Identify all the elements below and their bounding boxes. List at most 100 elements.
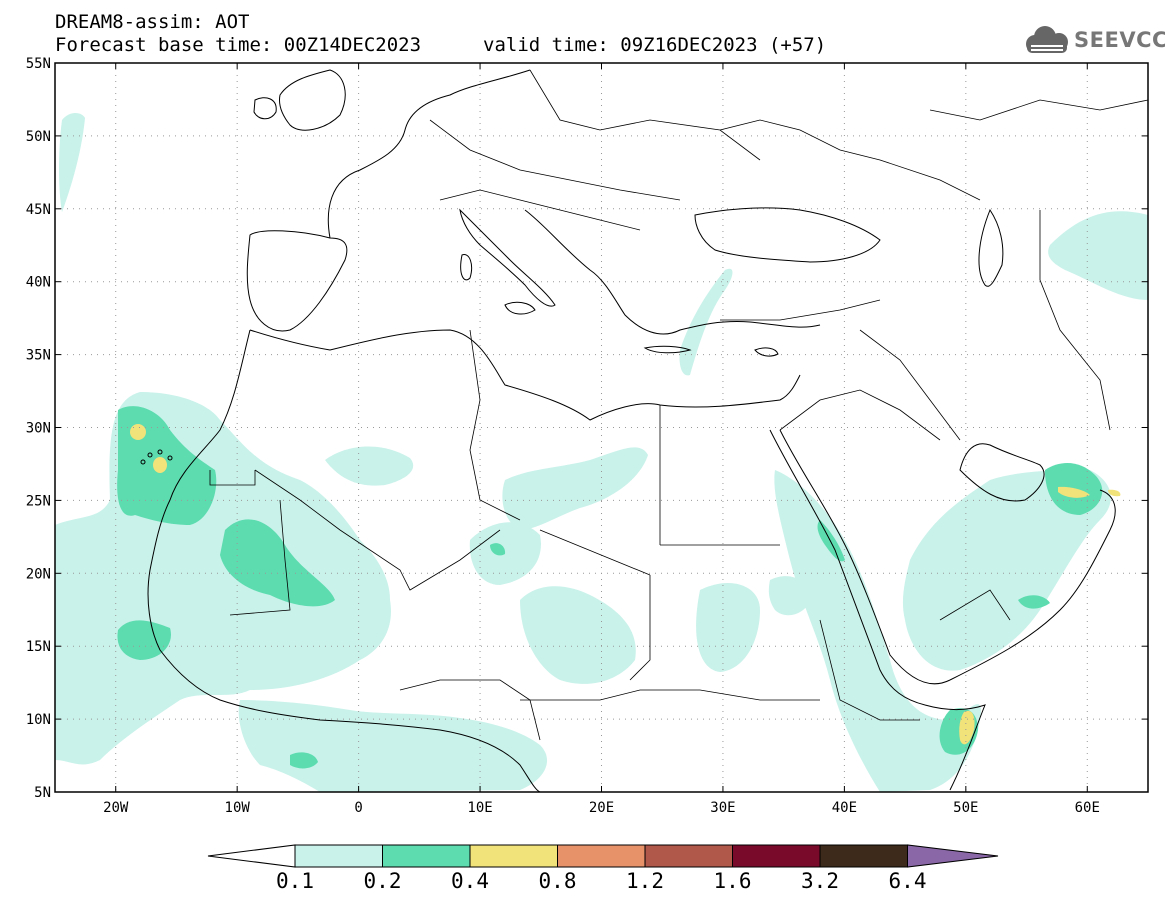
- aot-region-red-sea: [774, 470, 981, 792]
- aot-region-sahara-2: [502, 447, 648, 530]
- border-iran-afghanistan: [1039, 210, 1111, 431]
- aot-region-sudan: [696, 582, 760, 672]
- coastline-north-africa: [249, 329, 801, 421]
- coastline-persian-gulf: [959, 443, 1045, 502]
- coastline-black-sea: [694, 207, 881, 263]
- colorbar-label: 6.4: [889, 869, 927, 893]
- border-iraq-iran: [859, 329, 961, 441]
- colorbar-swatch: [819, 844, 908, 868]
- aot-region-senegal-core: [117, 620, 171, 660]
- country-borders: [209, 69, 1148, 741]
- border-russia: [719, 119, 981, 201]
- lat-label: 55N: [26, 56, 51, 72]
- logo-text: SEEVCCC: [1074, 28, 1165, 52]
- latitude-labels: 55N 50N 45N 40N 35N 30N 25N 20N 15N 10N 5N: [26, 56, 51, 801]
- lat-label: 10N: [26, 712, 51, 728]
- coastline-sicily: [504, 301, 536, 315]
- border-kazakhstan: [929, 99, 1148, 121]
- aot-region-mauritania-core: [220, 519, 335, 607]
- lat-label: 50N: [26, 129, 51, 145]
- lon-label: 10E: [467, 800, 492, 816]
- border-mali-niger: [254, 469, 501, 591]
- coastline-britain: [279, 69, 346, 131]
- coastline-western-europe: [327, 69, 531, 239]
- lon-label: 0: [354, 800, 362, 816]
- border-ethiopia: [819, 619, 920, 721]
- aot-region-arabia: [902, 470, 1111, 671]
- aot-region-chad: [469, 522, 541, 585]
- aot-region-somalia-peak: [959, 710, 975, 745]
- coastline-red-sea-east: [779, 429, 951, 685]
- coastline-west-africa: [147, 329, 541, 792]
- colorbar-labels: 0.1 0.2 0.4 0.8 1.2 1.6 3.2 6.4: [276, 869, 926, 893]
- lon-label: 50E: [953, 800, 978, 816]
- coastline-red-sea-west: [769, 429, 926, 706]
- coastline-cyprus: [754, 347, 779, 357]
- coastlines: [140, 69, 1116, 792]
- colorbar-label: 0.1: [276, 869, 314, 893]
- colorbar-label: 1.6: [714, 869, 752, 893]
- border-mali-west: [229, 499, 291, 616]
- aot-region-sinai: [768, 576, 810, 616]
- aot-region-aegean: [679, 268, 733, 376]
- axis-ticks: [55, 62, 1148, 793]
- aot-region-sahara-1: [325, 446, 414, 486]
- coastline-balkans: [524, 209, 821, 335]
- aot-region-arabia-core: [1018, 595, 1050, 609]
- lon-label: 60E: [1075, 800, 1100, 816]
- lon-label: 30E: [710, 800, 735, 816]
- lon-label: 40E: [832, 800, 857, 816]
- valid-time: valid time: 09Z16DEC2023 (+57): [483, 34, 827, 56]
- aot-region-gulf-of-guinea: [238, 700, 548, 792]
- aot-region-canary-peak-1: [130, 424, 146, 440]
- border-europe-3: [439, 189, 641, 231]
- colorbar-swatch: [557, 844, 646, 868]
- colorbar-swatch: [644, 844, 733, 868]
- border-europe-2: [529, 69, 761, 161]
- aot-region-sahel: [520, 586, 636, 684]
- lat-label: 45N: [26, 202, 51, 218]
- colorbar-label: 0.4: [451, 869, 489, 893]
- lon-label: 20W: [103, 800, 129, 816]
- coastline-italy: [459, 208, 556, 307]
- colorbar-swatch: [732, 844, 821, 868]
- lat-label: 25N: [26, 493, 51, 509]
- aot-region-canary-peak-2: [153, 457, 167, 473]
- lat-label: 30N: [26, 421, 51, 437]
- lat-label: 35N: [26, 348, 51, 364]
- aot-region-caspian: [1048, 211, 1148, 300]
- map-title: DREAM8-assim: AOT: [55, 11, 250, 33]
- lat-label: 5N: [34, 785, 51, 801]
- border-yemen: [939, 589, 1011, 621]
- aot-region-oman-peak: [1058, 486, 1090, 498]
- lon-label: 10W: [225, 800, 251, 816]
- lat-label: 20N: [26, 566, 51, 582]
- lat-label: 40N: [26, 275, 51, 291]
- border-chad-sudan: [629, 575, 651, 681]
- border-nigeria: [399, 679, 541, 741]
- colorbar-over-triangle: [907, 844, 999, 868]
- colorbar-swatch: [382, 844, 471, 868]
- forecast-base-time: Forecast base time: 00Z14DEC2023: [55, 34, 422, 56]
- coastline-iberia: [246, 230, 348, 332]
- coastline-arabia: [949, 489, 1116, 681]
- border-algeria-libya: [469, 329, 521, 521]
- graticule: [55, 63, 1148, 792]
- coastline-ireland: [253, 97, 277, 120]
- colorbar: [207, 844, 999, 868]
- colorbar-under-triangle: [207, 844, 296, 868]
- coastline-horn-of-africa: [924, 704, 986, 791]
- aot-region-ghana-core: [290, 752, 318, 769]
- colorbar-label: 0.2: [364, 869, 402, 893]
- coastline-sardinia: [460, 254, 473, 281]
- cloud-icon: [1026, 26, 1068, 53]
- border-saudi-north: [779, 389, 941, 441]
- border-mauritania: [209, 470, 256, 486]
- coastline-crete: [643, 345, 692, 354]
- colorbar-label: 3.2: [801, 869, 839, 893]
- colorbar-label: 1.2: [626, 869, 664, 893]
- lat-label: 15N: [26, 639, 51, 655]
- border-europe-1: [429, 119, 681, 201]
- border-niger-chad: [539, 529, 651, 576]
